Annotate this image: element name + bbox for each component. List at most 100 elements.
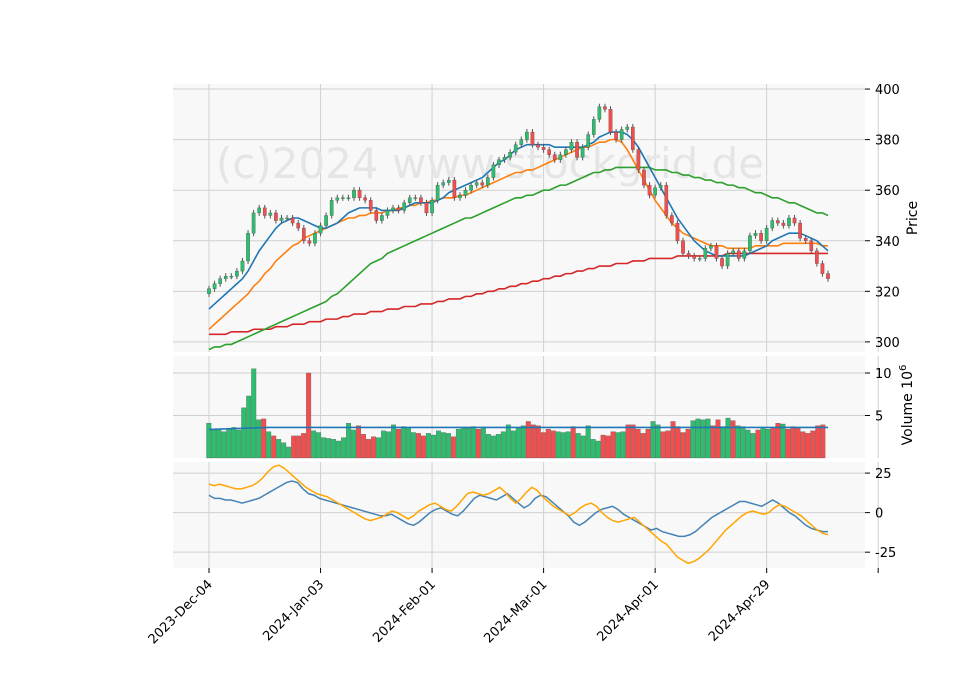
candle-body [474,182,479,186]
volume-bar [311,430,317,459]
candle-body [558,154,563,160]
y-tick-label: 380 [875,134,900,149]
moving-average-lines [208,131,829,351]
watermark: (c)2024 www.stockgrid.de [216,139,764,188]
volume-average-line [208,426,828,431]
volume-bar [800,431,806,459]
volume-bar [760,427,766,459]
volume-bar [710,425,716,459]
volume-bar [580,435,586,459]
candle-body [820,263,825,274]
volume-bar [386,431,391,459]
candle-body [803,238,808,241]
candle-body [458,195,462,198]
candle-body [257,207,261,214]
candle-body [380,215,384,221]
volume-bar [610,431,616,459]
candle-body [653,187,657,196]
volume-bar [665,430,671,459]
candle-body [608,109,613,133]
candle-body [580,147,585,158]
candle-body [324,215,328,226]
candle-body [569,142,574,150]
candle-body [391,207,395,211]
candle-body [452,179,457,198]
volume-bar [740,426,746,459]
volume-bar [670,421,676,459]
y-tick-label: 320 [875,285,900,300]
volume-bar [735,425,741,459]
volume-bar [266,431,272,459]
candle-body [486,177,490,186]
volume-bar [565,431,571,459]
candle-body [647,184,652,196]
volume-bar [505,424,511,459]
volume-bar [296,435,302,459]
candle-body [519,139,524,145]
candle-body [251,212,256,234]
volume-bar [525,421,531,459]
moving-average-ma20 [208,131,829,310]
candle-body [469,184,473,191]
candle-body [368,200,373,211]
volume-bar [346,422,352,459]
candle-body [552,154,557,160]
volume-bar [401,426,406,459]
volume-bar [371,436,376,459]
volume-bar [366,439,371,459]
volume-bar [605,435,611,459]
volume-bar [450,436,456,459]
volume-bar [615,432,621,459]
y-tick-label: 360 [875,184,900,199]
moving-average-ma50 [208,138,828,330]
candle-body [357,190,362,198]
candle-body [809,240,814,252]
candle-body [441,182,446,186]
candle-body [335,197,340,201]
candle-body [513,144,518,153]
candle-body [625,126,630,130]
candle-body [714,245,719,259]
volume-bar [630,424,636,459]
volume-bar [435,430,441,459]
volume-bar [396,428,401,459]
volume-bar [241,407,247,459]
candle-body [536,144,540,148]
candle-body [530,131,535,145]
candle-body [681,240,685,254]
volume-bar [690,420,696,459]
volume-bar [211,429,217,459]
candle-body [346,197,351,199]
candle-body [407,197,412,203]
volume-bar [291,435,297,459]
volume-bar [425,433,431,459]
candle-body [240,260,245,272]
volume-bar [475,428,481,459]
volume-bar [820,424,826,459]
volume-bar [460,427,466,459]
volume-bar [485,434,491,459]
candle-body [424,202,429,214]
candle-body [212,283,217,289]
volume-bar [221,431,227,459]
y-tick-label: -25 [875,546,896,561]
volume-bar [705,418,711,459]
candle-body [402,202,406,211]
candle-body [725,253,730,267]
candle-body [223,276,228,279]
candle-body [363,197,367,201]
candle-body [480,182,485,186]
volume-bar [336,440,342,459]
candle-body [413,197,418,199]
volume-bar [750,433,756,459]
candle-body [703,248,708,259]
volume-bar [530,424,536,459]
candle-body [781,222,786,226]
candle-body [296,222,301,229]
candle-body [430,200,434,214]
candle-body [764,227,769,241]
volume-bar [271,435,277,459]
volume-bar [635,428,641,459]
candle-body [658,184,663,188]
candle-body [218,278,222,284]
